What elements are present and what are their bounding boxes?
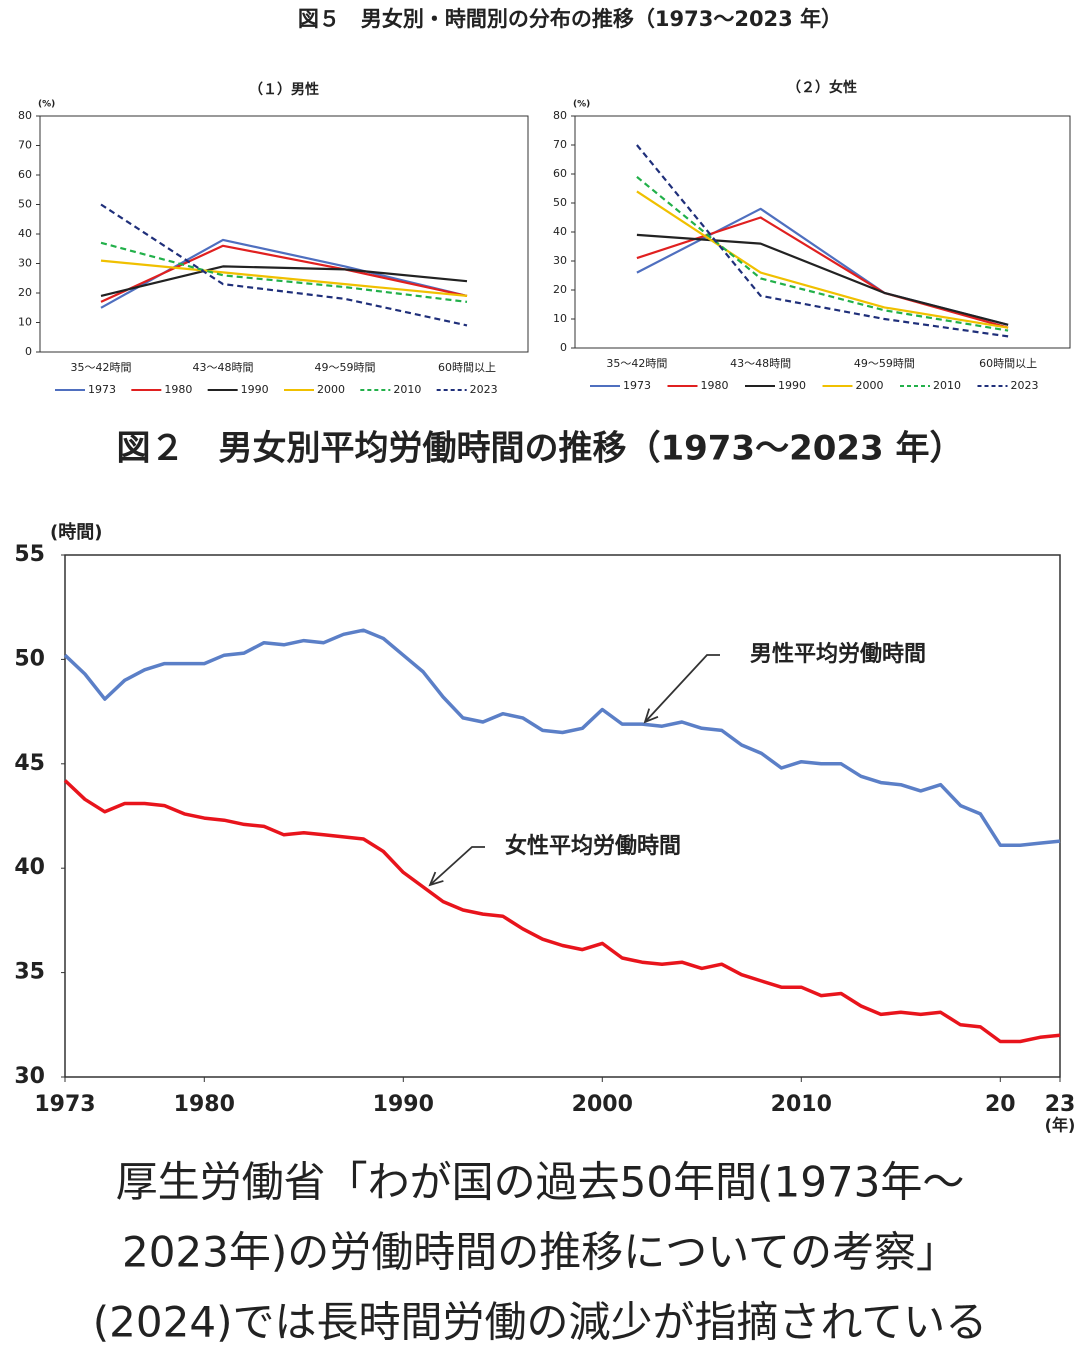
series-line	[636, 190, 1009, 329]
series-line	[100, 203, 468, 327]
series-line	[100, 259, 468, 297]
series-annotation: 男性平均労働時間	[750, 641, 926, 667]
x-tick-label: 43～48時間	[193, 361, 254, 374]
x-tick-label: 1980	[174, 1092, 235, 1117]
y-tick-label: 55	[14, 542, 45, 567]
series-line	[63, 628, 1061, 847]
y-tick-label: 80	[553, 109, 567, 122]
y-tick-label: 60	[553, 167, 567, 180]
x-tick-label: 49～59時間	[854, 357, 915, 370]
x-tick-label: 35～42時間	[606, 357, 667, 370]
legend-label: 1980	[164, 383, 192, 396]
legend-label: 2023	[1011, 379, 1039, 392]
legend-label: 1990	[778, 379, 806, 392]
legend-label: 2010	[933, 379, 961, 392]
series-line	[100, 241, 468, 303]
x-tick-label: 20	[985, 1092, 1016, 1117]
y-tick-label: 70	[553, 138, 567, 151]
x-tick-label: 35～42時間	[71, 361, 132, 374]
y-tick-label: 0	[25, 345, 32, 358]
series-line	[100, 244, 468, 303]
caption-line: 厚生労働省「わが国の過去50年間(1973年～	[116, 1158, 965, 1207]
annotation-arrow	[644, 654, 720, 723]
x-tick-label: 2000	[572, 1092, 633, 1117]
series-annotation: 女性平均労働時間	[505, 833, 681, 859]
x-tick-label: 1973	[34, 1092, 95, 1117]
series-line	[100, 265, 468, 297]
legend-label: 2000	[317, 383, 345, 396]
x-axis-label: (年)	[1045, 1116, 1076, 1135]
legend-label: 1973	[623, 379, 651, 392]
legend-label: 1973	[88, 383, 116, 396]
y-tick-label: 30	[553, 254, 567, 267]
plot-frame	[39, 115, 529, 353]
y-tick-label: 35	[14, 960, 45, 985]
x-tick-label: 2010	[771, 1092, 832, 1117]
series-line	[636, 207, 1009, 326]
series-line	[636, 176, 1009, 332]
caption-line: 2023年)の労働時間の推移についての考察」	[122, 1228, 958, 1277]
series-line	[636, 233, 1009, 326]
y-axis-label: (%)	[573, 100, 590, 110]
chart-title: 図２ 男女別平均労働時間の推移（1973～2023 年）	[116, 429, 963, 469]
y-tick-label: 10	[18, 316, 32, 329]
x-tick-label: 60時間以上	[979, 357, 1037, 370]
y-tick-label: 60	[18, 168, 32, 181]
chart-title: （２）女性	[787, 79, 857, 96]
y-tick-label: 20	[553, 283, 567, 296]
legend-label: 2010	[393, 383, 421, 396]
x-tick-label: 1990	[373, 1092, 434, 1117]
y-tick-label: 30	[18, 257, 32, 270]
legend-label: 2023	[470, 383, 498, 396]
legend-label: 1990	[241, 383, 269, 396]
y-tick-label: 20	[18, 286, 32, 299]
y-tick-label: 40	[14, 855, 45, 880]
caption-line: (2024)では長時間労働の減少が指摘されている	[93, 1298, 987, 1347]
annotation-arrowhead	[643, 708, 659, 724]
chart-title: （１）男性	[249, 81, 319, 98]
series-line	[100, 238, 468, 309]
y-tick-label: 40	[18, 227, 32, 240]
y-tick-label: 50	[18, 198, 32, 211]
y-tick-label: 0	[560, 341, 567, 354]
y-tick-label: 50	[14, 646, 45, 671]
x-tick-label: 60時間以上	[438, 361, 496, 374]
y-axis-label: (時間)	[50, 522, 102, 543]
series-line	[636, 216, 1009, 329]
y-tick-label: 10	[553, 312, 567, 325]
legend-label: 2000	[856, 379, 884, 392]
y-tick-label: 45	[14, 751, 45, 776]
figure-title: 図５ 男女別・時間別の分布の推移（1973～2023 年）	[298, 7, 842, 31]
y-tick-label: 70	[18, 139, 32, 152]
x-tick-label: 49～59時間	[315, 361, 376, 374]
legend-label: 1980	[701, 379, 729, 392]
x-tick-label: 43～48時間	[730, 357, 791, 370]
y-axis-label: (%)	[38, 100, 55, 110]
annotation-arrow	[429, 846, 485, 886]
series-line	[63, 779, 1061, 1044]
y-tick-label: 40	[553, 225, 567, 238]
plot-frame	[574, 115, 1071, 349]
plot-frame	[64, 554, 1061, 1078]
x-tick-label: 23	[1045, 1092, 1076, 1117]
y-tick-label: 80	[18, 109, 32, 122]
y-tick-label: 30	[14, 1064, 45, 1089]
series-line	[636, 144, 1009, 338]
annotation-arrowhead	[428, 871, 444, 887]
y-tick-label: 50	[553, 196, 567, 209]
